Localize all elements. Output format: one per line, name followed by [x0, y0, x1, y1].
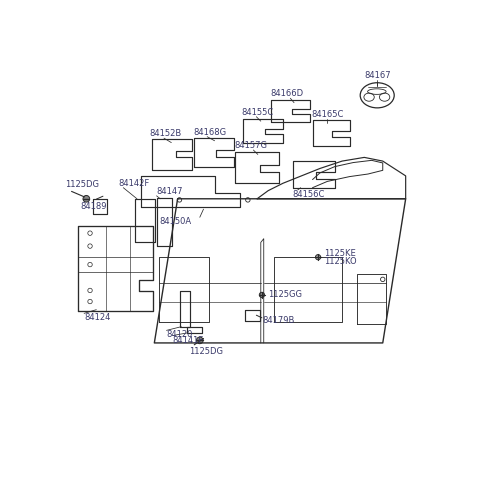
- Circle shape: [259, 292, 264, 298]
- Text: 84155C: 84155C: [241, 108, 274, 117]
- Text: 84166D: 84166D: [270, 89, 303, 98]
- Text: 84142F: 84142F: [119, 179, 150, 188]
- Text: 1125KO: 1125KO: [324, 257, 357, 266]
- Text: 84167: 84167: [364, 71, 391, 80]
- Text: 1125DG: 1125DG: [65, 180, 99, 189]
- Text: 84124: 84124: [84, 313, 110, 323]
- Text: 84147: 84147: [156, 187, 183, 196]
- Text: 1125KE: 1125KE: [324, 249, 356, 258]
- Circle shape: [315, 254, 321, 260]
- Text: 84152B: 84152B: [149, 129, 181, 138]
- Text: 84150A: 84150A: [160, 217, 192, 226]
- Text: 84165C: 84165C: [312, 109, 344, 119]
- Text: 84120: 84120: [167, 330, 193, 339]
- Circle shape: [83, 195, 90, 202]
- Text: 84157G: 84157G: [234, 141, 267, 150]
- Text: 84141F: 84141F: [173, 336, 204, 345]
- Text: 84156C: 84156C: [292, 190, 324, 199]
- Text: 1125DG: 1125DG: [189, 347, 223, 356]
- Text: 84179B: 84179B: [263, 315, 295, 324]
- Text: 1125GG: 1125GG: [268, 290, 302, 300]
- Circle shape: [196, 337, 203, 344]
- Text: 84189: 84189: [81, 202, 107, 211]
- Text: 84168G: 84168G: [193, 128, 227, 137]
